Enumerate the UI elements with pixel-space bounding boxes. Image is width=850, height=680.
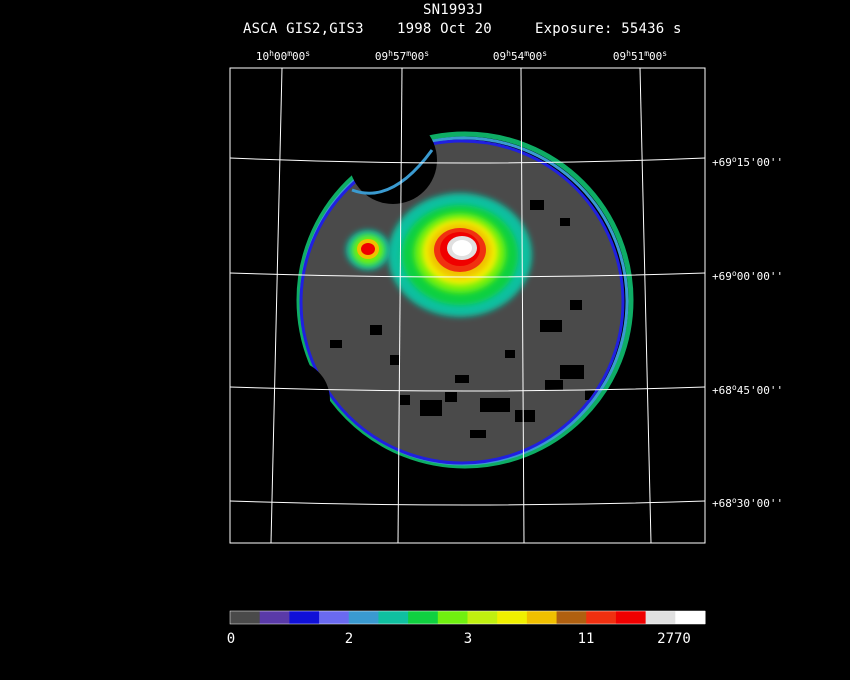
coordinate-grid: [229, 67, 706, 544]
colorbar-segment: [497, 611, 528, 624]
colorbar-label: 2: [344, 631, 354, 647]
colorbar-segment: [467, 611, 498, 624]
ra-label: 09h51m00s: [612, 49, 668, 63]
ra-label: 09h57m00s: [374, 49, 430, 63]
dec-label: +69o15'00'': [712, 155, 784, 169]
colorbar-segment: [437, 611, 468, 624]
colorbar-segment: [586, 611, 617, 624]
dec-label: +68o30'00'': [712, 496, 784, 510]
colorbar-segment: [378, 611, 409, 624]
ra-label: 10h00m00s: [255, 49, 311, 63]
zero-count-regions: [330, 200, 595, 438]
colorbar-segment: [645, 611, 676, 624]
field-of-view: [250, 116, 634, 469]
colorbar-label: 2770: [657, 631, 691, 647]
exposure-label: Exposure: 55436 s: [535, 21, 682, 37]
colorbar-label: 0: [226, 631, 236, 647]
colorbar-segment: [615, 611, 647, 624]
colorbar-segment: [289, 611, 320, 624]
instrument-label: ASCA GIS2,GIS3: [243, 21, 364, 37]
colorbar-label: 11: [577, 631, 595, 647]
colorbar: [230, 611, 706, 624]
observation-date: 1998 Oct 20: [397, 21, 492, 37]
ra-label: 09h54m00s: [492, 49, 548, 63]
colorbar-segment: [408, 611, 439, 624]
colorbar-frame: [229, 610, 706, 625]
colorbar-segment: [230, 611, 261, 624]
bright-source: [388, 193, 532, 317]
colorbar-segment: [319, 611, 350, 624]
colorbar-label: 3: [463, 631, 473, 647]
image-title: SN1993J: [423, 2, 484, 18]
colorbar-segment: [259, 611, 290, 624]
secondary-source: [346, 230, 390, 270]
colorbar-segment: [348, 611, 379, 624]
colorbar-segment: [556, 611, 587, 624]
colorbar-segment: [675, 611, 706, 624]
dec-label: +68o45'00'': [712, 383, 784, 397]
dec-label: +69o00'00'': [712, 269, 784, 283]
colorbar-segment: [526, 611, 558, 624]
